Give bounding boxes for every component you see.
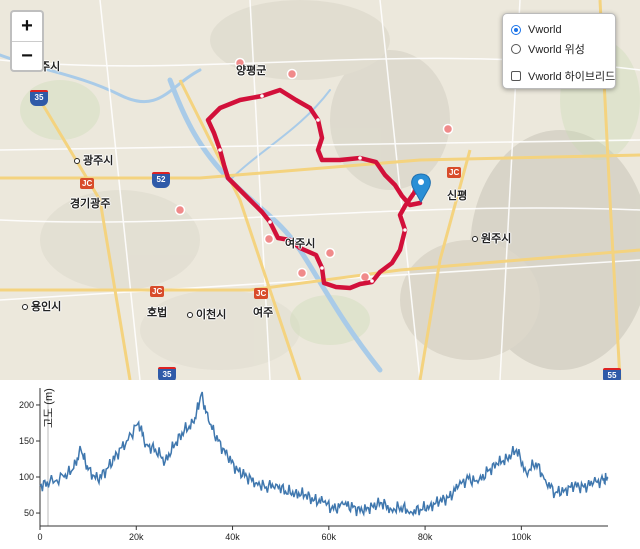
junction-badge: JC (447, 167, 462, 178)
map-view[interactable]: 양평군 광주시 경기광주 신평 원주시 용인시 호법 이천시 여주시 여주 주시… (0, 0, 640, 380)
x-tick-label: 60k (322, 532, 337, 542)
route-shield-52: 52 (152, 172, 170, 188)
zoom-control: + − (10, 10, 44, 72)
x-tick-label: 100k (512, 532, 532, 542)
label-icheon: 이천시 (187, 306, 226, 322)
route-direction-marks (218, 94, 407, 283)
junction-badge: JC (150, 286, 165, 297)
terrain-layer (40, 0, 640, 370)
route-shield-35-south: 35 (158, 367, 176, 380)
elevation-profile: 50 100 150 200 0 20k 40k 60k 80k 100k 고도 (m) (0, 380, 640, 544)
label-yeoju: 여주 (253, 307, 274, 319)
layer-option-hybrid[interactable]: Vworld 하이브리드 (511, 68, 615, 84)
junction-badge: JC (80, 178, 95, 189)
x-tick-label: 0 (37, 532, 42, 542)
x-tick-label: 80k (418, 532, 433, 542)
label-gyeonggi-gwangju: 경기광주 (70, 198, 111, 210)
y-tick-label: 50 (24, 508, 34, 518)
x-tick-label: 40k (225, 532, 240, 542)
layer-label-satellite: Vworld 위성 (528, 44, 585, 56)
zoom-in-button[interactable]: + (12, 12, 42, 42)
label-gwangju: 광주시 (74, 152, 113, 168)
y-axis: 50 100 150 200 (19, 388, 49, 526)
label-wonju: 원주시 (472, 230, 511, 246)
layer-option-base[interactable]: Vworld (511, 24, 562, 36)
layer-switcher: Vworld Vworld 위성 Vworld 하이브리드 (502, 13, 616, 89)
map-canvas[interactable] (0, 0, 640, 380)
radio-icon[interactable] (511, 44, 521, 54)
route-shield-35: 35 (30, 90, 48, 106)
y-tick-label: 200 (19, 400, 34, 410)
y-tick-label: 100 (19, 472, 34, 482)
route-path (205, 87, 423, 291)
x-axis: 0 20k 40k 60k 80k 100k (37, 525, 608, 542)
label-hobeop: 호법 (147, 307, 168, 319)
label-namyangju: 주시 (40, 61, 61, 73)
layer-label-hybrid: Vworld 하이브리드 (528, 71, 616, 83)
elevation-chart: 50 100 150 200 0 20k 40k 60k 80k 100k 고도 (m) (19, 388, 609, 542)
y-axis-label: 고도 (m) (43, 388, 55, 428)
zoom-out-button[interactable]: − (21, 45, 33, 67)
label-yongin: 용인시 (22, 298, 61, 314)
y-tick-label: 150 (19, 436, 34, 446)
layer-label-base: Vworld (528, 24, 562, 36)
layer-option-satellite[interactable]: Vworld 위성 (511, 41, 585, 57)
label-sinpyeong: 신평 (447, 190, 468, 202)
junction-badge: JC (254, 288, 269, 299)
route-shield-55: 55 (603, 368, 621, 380)
checkbox-icon[interactable] (511, 71, 521, 81)
label-yangpyeong: 양평군 (236, 65, 267, 77)
label-yeoju-city: 여주시 (285, 238, 316, 250)
elevation-line (39, 391, 609, 517)
x-tick-label: 20k (129, 532, 144, 542)
location-pin-icon[interactable] (411, 173, 431, 204)
radio-selected-icon[interactable] (511, 25, 521, 35)
